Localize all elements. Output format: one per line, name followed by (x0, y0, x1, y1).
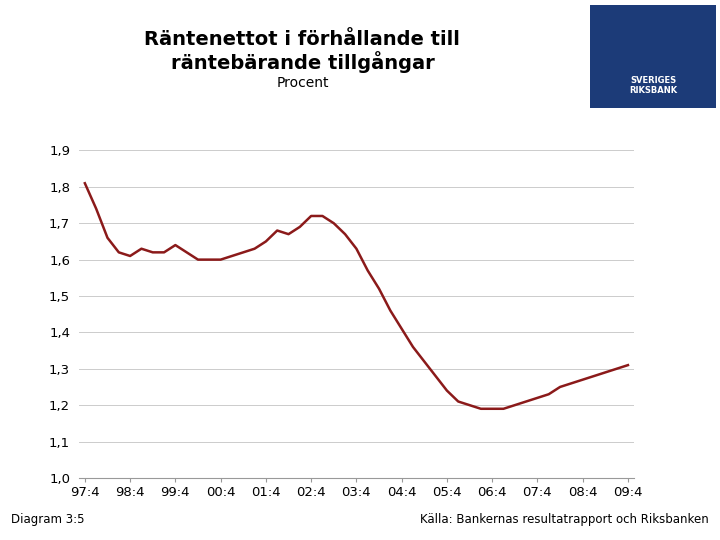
Text: Källa: Bankernas resultatrapport och Riksbanken: Källa: Bankernas resultatrapport och Rik… (420, 513, 709, 526)
Text: Procent: Procent (276, 76, 328, 90)
Text: Räntenettot i förhållande till: Räntenettot i förhållande till (145, 30, 460, 49)
Text: SVERIGES
RIKSBANK: SVERIGES RIKSBANK (629, 76, 678, 95)
Text: Diagram 3:5: Diagram 3:5 (11, 513, 84, 526)
Text: räntebärande tillgångar: räntebärande tillgångar (171, 51, 434, 73)
